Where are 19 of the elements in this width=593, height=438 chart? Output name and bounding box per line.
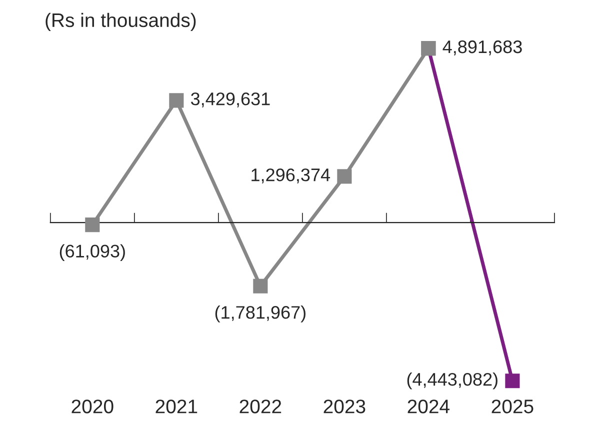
x-tick-label: 2021 bbox=[156, 400, 198, 414]
point bbox=[253, 278, 268, 294]
data-label: 1,296,374 bbox=[252, 168, 330, 184]
chart-title: (Rs in thousands) bbox=[46, 12, 196, 31]
data-label: (1,781,967) bbox=[215, 306, 306, 322]
data-label: (61,093) bbox=[60, 244, 125, 262]
data-label: (4,443,082) bbox=[407, 372, 498, 390]
point bbox=[85, 218, 100, 232]
data-label: 3,429,631 bbox=[190, 92, 270, 108]
point bbox=[421, 41, 436, 56]
point bbox=[505, 374, 520, 388]
x-tick-label: 2025 bbox=[492, 400, 534, 414]
data-label: 4,891,683 bbox=[442, 40, 522, 56]
point bbox=[337, 169, 352, 184]
x-tick-label: 2022 bbox=[240, 400, 282, 414]
x-tick-label: 2024 bbox=[408, 400, 450, 414]
x-tick-label: 2023 bbox=[324, 400, 366, 414]
x-tick-label: 2020 bbox=[72, 400, 114, 414]
point bbox=[169, 93, 184, 108]
